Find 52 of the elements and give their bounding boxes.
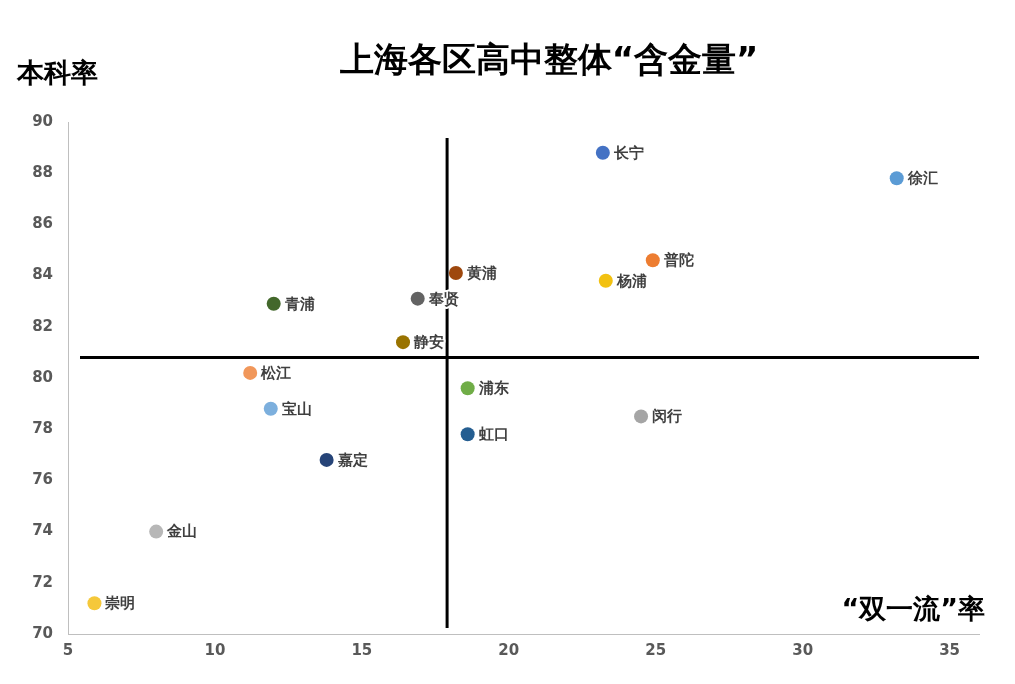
y-axis-title: 本科率 — [16, 57, 98, 89]
point — [149, 524, 164, 539]
point — [396, 335, 411, 350]
x-tick-label: 30 — [792, 640, 814, 659]
y-tick-label: 72 — [32, 572, 53, 591]
y-tick-label: 80 — [32, 367, 53, 386]
point — [448, 266, 463, 281]
point — [87, 596, 102, 611]
point — [410, 291, 425, 306]
series-label: 杨浦 — [615, 271, 647, 290]
point — [595, 145, 610, 160]
point — [645, 253, 660, 268]
point — [319, 452, 334, 467]
x-tick-label: 20 — [498, 640, 520, 659]
point — [460, 381, 475, 396]
series-label: 虹口 — [477, 425, 509, 444]
x-tick-label: 35 — [939, 640, 961, 659]
chart-title: 上海各区高中整体“含金量” — [338, 38, 759, 79]
series-label: 金山 — [166, 522, 198, 541]
series-label: 长宁 — [612, 143, 644, 162]
series-label: 松江 — [260, 363, 292, 382]
series-label: 闵行 — [652, 407, 683, 426]
series-label: 浦东 — [477, 379, 509, 398]
series-label: 崇明 — [104, 594, 136, 613]
point — [634, 409, 649, 424]
y-tick-label: 82 — [32, 316, 53, 335]
x-tick-label: 25 — [645, 640, 667, 659]
y-tick-label: 84 — [32, 265, 53, 284]
x-tick-label: 15 — [351, 640, 373, 659]
series-label: 静安 — [413, 333, 445, 352]
series-label: 宝山 — [281, 399, 312, 418]
series-label: 普陀 — [662, 251, 694, 270]
point — [889, 171, 904, 186]
y-tick-label: 78 — [32, 419, 53, 438]
y-tick-label: 74 — [32, 521, 53, 540]
point — [266, 296, 281, 311]
y-tick-label: 90 — [32, 111, 53, 130]
series-label: 嘉定 — [337, 450, 368, 469]
series-label: 黄浦 — [465, 263, 497, 282]
x-axis-title: “双一流”率 — [841, 593, 985, 625]
y-tick-label: 88 — [32, 163, 53, 182]
y-tick-label: 70 — [32, 623, 53, 642]
series-label: 青浦 — [283, 294, 315, 313]
point — [460, 427, 475, 442]
point — [598, 273, 613, 288]
point — [263, 401, 278, 416]
y-tick-label: 86 — [32, 214, 53, 233]
x-tick-label: 10 — [204, 640, 226, 659]
y-tick-label: 76 — [32, 470, 53, 489]
series-label: 徐汇 — [906, 169, 938, 188]
x-tick-label: 5 — [62, 640, 74, 659]
point — [243, 365, 258, 380]
